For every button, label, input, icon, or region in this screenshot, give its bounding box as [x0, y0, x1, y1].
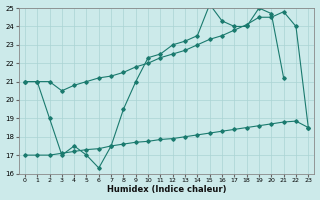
X-axis label: Humidex (Indice chaleur): Humidex (Indice chaleur): [107, 185, 226, 194]
